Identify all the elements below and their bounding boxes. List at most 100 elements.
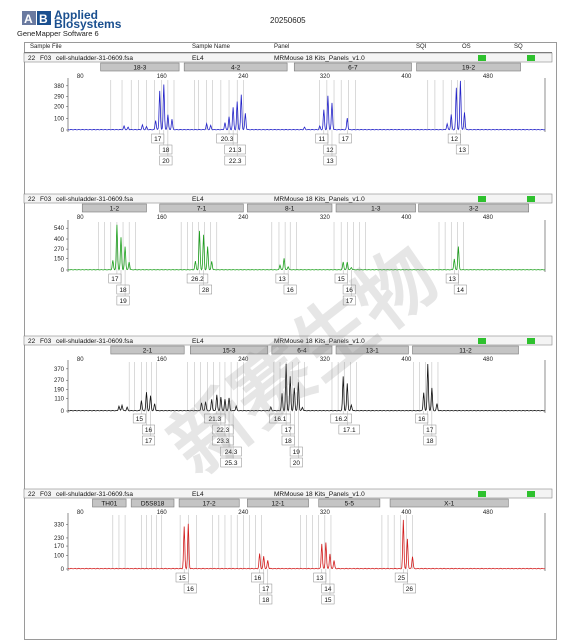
allele-call-label: 18 <box>162 147 170 154</box>
brand-line-1: Applied <box>54 8 98 22</box>
allele-call-label: 21.3 <box>229 147 242 154</box>
y-tick-label: 0 <box>61 128 65 134</box>
y-tick-label: 0 <box>61 567 65 573</box>
allele-call-box <box>338 424 360 435</box>
allele-call-box <box>142 424 155 435</box>
panel-1: 22 F03 cell-shuladder-31-0609.fsa EL4 MRMous… <box>23 52 553 166</box>
allele-call-label: 15 <box>136 416 144 423</box>
info-sample-file: cell-shuladder-31-0609.fsa <box>56 55 133 62</box>
x-tick-label: 160 <box>157 215 168 221</box>
allele-call-box <box>116 295 130 306</box>
allele-call-label: 17 <box>262 586 270 593</box>
allele-call-label: 16 <box>287 287 295 294</box>
allele-call-label: 20 <box>162 158 170 165</box>
locus-marker <box>81 203 147 213</box>
y-tick-label: 540 <box>54 226 65 232</box>
x-tick-label: 80 <box>77 510 84 516</box>
allele-call-label: 18 <box>262 597 270 604</box>
allele-call-label: 18 <box>285 438 293 445</box>
allele-call-label: 17 <box>346 298 354 305</box>
svg-text:B: B <box>39 12 48 26</box>
allele-call-box <box>159 144 173 155</box>
allele-call-label: 13 <box>326 158 334 165</box>
quality-flag-icon <box>527 55 535 61</box>
info-panel: MRMouse 18 Kits_Panels_v1.0 <box>274 491 365 498</box>
locus-marker <box>92 498 127 508</box>
allele-call-label: 17 <box>154 136 162 143</box>
locus-marker <box>335 345 409 355</box>
allele-call-label: 16 <box>346 287 354 294</box>
locus-marker <box>416 62 521 72</box>
y-tick-label: 290 <box>54 94 65 100</box>
allele-call-box <box>289 457 303 468</box>
allele-call-label: 17 <box>284 427 292 434</box>
x-tick-label: 80 <box>77 74 84 80</box>
y-tick-label: 400 <box>54 237 65 243</box>
allele-call-label: 13 <box>278 276 286 283</box>
x-tick-label: 160 <box>157 74 168 80</box>
allele-call-label: 17 <box>111 276 119 283</box>
allele-call-label: 26 <box>406 586 414 593</box>
allele-call-label: 20 <box>293 460 301 467</box>
allele-call-box <box>283 284 297 295</box>
locus-marker <box>247 498 309 508</box>
quality-flag-icon <box>478 338 486 344</box>
x-tick-label: 80 <box>77 357 84 363</box>
allele-call-box <box>220 457 242 468</box>
x-tick-label: 400 <box>401 510 412 516</box>
column-sample-name: Sample Name <box>192 44 231 50</box>
x-tick-label: 320 <box>320 215 331 221</box>
y-tick-label: 150 <box>54 256 65 262</box>
locus-marker <box>183 62 288 72</box>
panel-2: 22 F03 cell-shuladder-31-0609.fsa EL4 MRMous… <box>23 193 553 306</box>
allele-call-label: 16.2 <box>335 416 348 423</box>
allele-call-label: 16 <box>254 575 262 582</box>
allele-call-label: 16 <box>145 427 153 434</box>
locus-marker <box>100 62 180 72</box>
x-tick-label: 480 <box>483 510 494 516</box>
locus-marker-label: 12-1 <box>271 501 284 508</box>
allele-call-box <box>204 413 226 424</box>
allele-call-box <box>142 435 156 446</box>
allele-call-label: 22.3 <box>217 427 230 434</box>
allele-call-label: 17 <box>342 136 350 143</box>
locus-marker <box>418 203 529 213</box>
allele-call-label: 15 <box>179 575 187 582</box>
y-tick-label: 230 <box>54 536 65 542</box>
allele-call-label: 16 <box>418 416 426 423</box>
y-tick-label: 100 <box>54 116 65 122</box>
x-tick-label: 240 <box>238 74 249 80</box>
allele-call-label: 14 <box>457 287 465 294</box>
quality-flag-icon <box>527 491 535 497</box>
y-tick-label: 270 <box>54 247 65 253</box>
locus-marker-label: 1-2 <box>110 206 120 213</box>
quality-flag-icon <box>478 491 486 497</box>
info-well: 22 <box>28 55 36 62</box>
locus-marker-label: 1-3 <box>371 206 381 213</box>
y-tick-label: 370 <box>54 367 65 373</box>
y-tick-label: 110 <box>54 396 64 402</box>
locus-marker <box>293 62 412 72</box>
allele-call-box <box>212 435 234 446</box>
locus-marker-label: 18-3 <box>133 65 146 72</box>
column-os: OS <box>462 44 471 50</box>
info-well: 22 <box>28 338 36 345</box>
info-sample-name: EL4 <box>192 196 204 203</box>
allele-call-label: 22.3 <box>229 158 242 165</box>
info-sample-file: cell-shuladder-31-0609.fsa <box>56 491 133 498</box>
allele-call-label: 25 <box>398 575 406 582</box>
locus-marker-label: TH01 <box>101 501 117 508</box>
allele-call-label: 13 <box>449 276 457 283</box>
info-row <box>23 193 553 204</box>
locus-marker-label: 6-7 <box>348 65 358 72</box>
allele-call-box <box>159 155 173 166</box>
allele-call-box <box>321 594 335 605</box>
allele-call-label: 12 <box>326 147 334 154</box>
locus-marker-label: X-1 <box>444 501 455 508</box>
x-tick-label: 400 <box>401 74 412 80</box>
trace-line <box>67 80 546 131</box>
locus-marker <box>110 345 185 355</box>
trace-line <box>67 363 546 412</box>
allele-call-label: 17 <box>145 438 153 445</box>
